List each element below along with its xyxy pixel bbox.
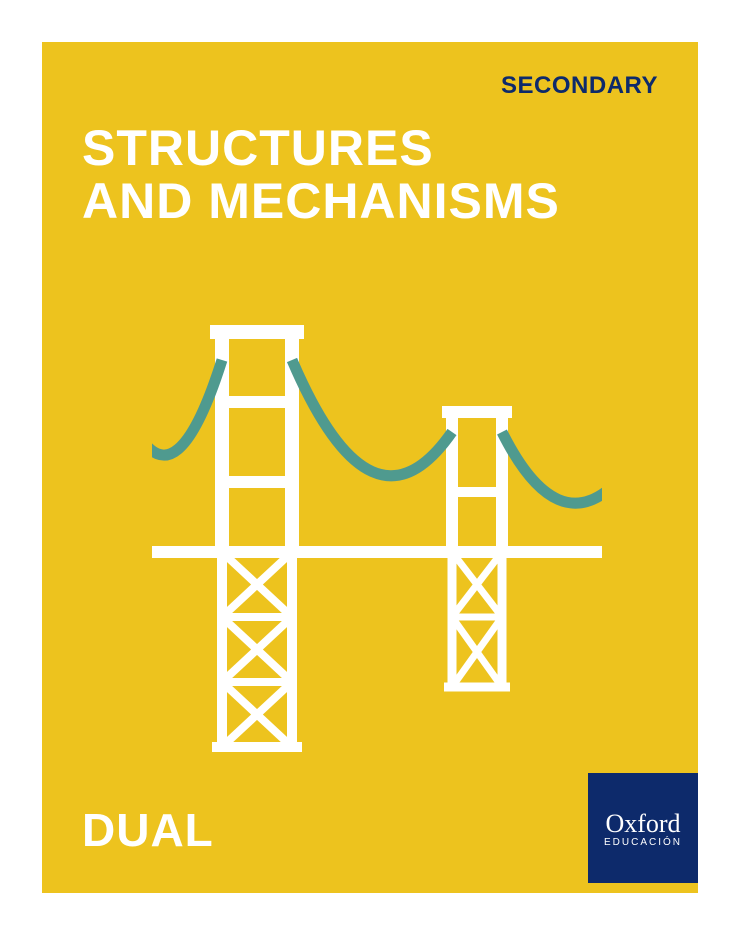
publisher-name: Oxford <box>605 809 680 839</box>
publisher-badge: Oxford EDUCACIÓN <box>588 773 698 883</box>
publisher-subline: EDUCACIÓN <box>604 837 682 848</box>
category-label: SECONDARY <box>501 72 658 100</box>
bridge-icon <box>152 292 602 762</box>
bridge-illustration <box>152 292 602 762</box>
title-line-2: AND MECHANISMS <box>82 175 560 228</box>
page: SECONDARY STRUCTURES AND MECHANISMS <box>0 0 740 935</box>
book-title: STRUCTURES AND MECHANISMS <box>82 122 560 227</box>
title-line-1: STRUCTURES <box>82 122 560 175</box>
dual-label: DUAL <box>82 803 214 857</box>
book-cover: SECONDARY STRUCTURES AND MECHANISMS <box>42 42 698 893</box>
